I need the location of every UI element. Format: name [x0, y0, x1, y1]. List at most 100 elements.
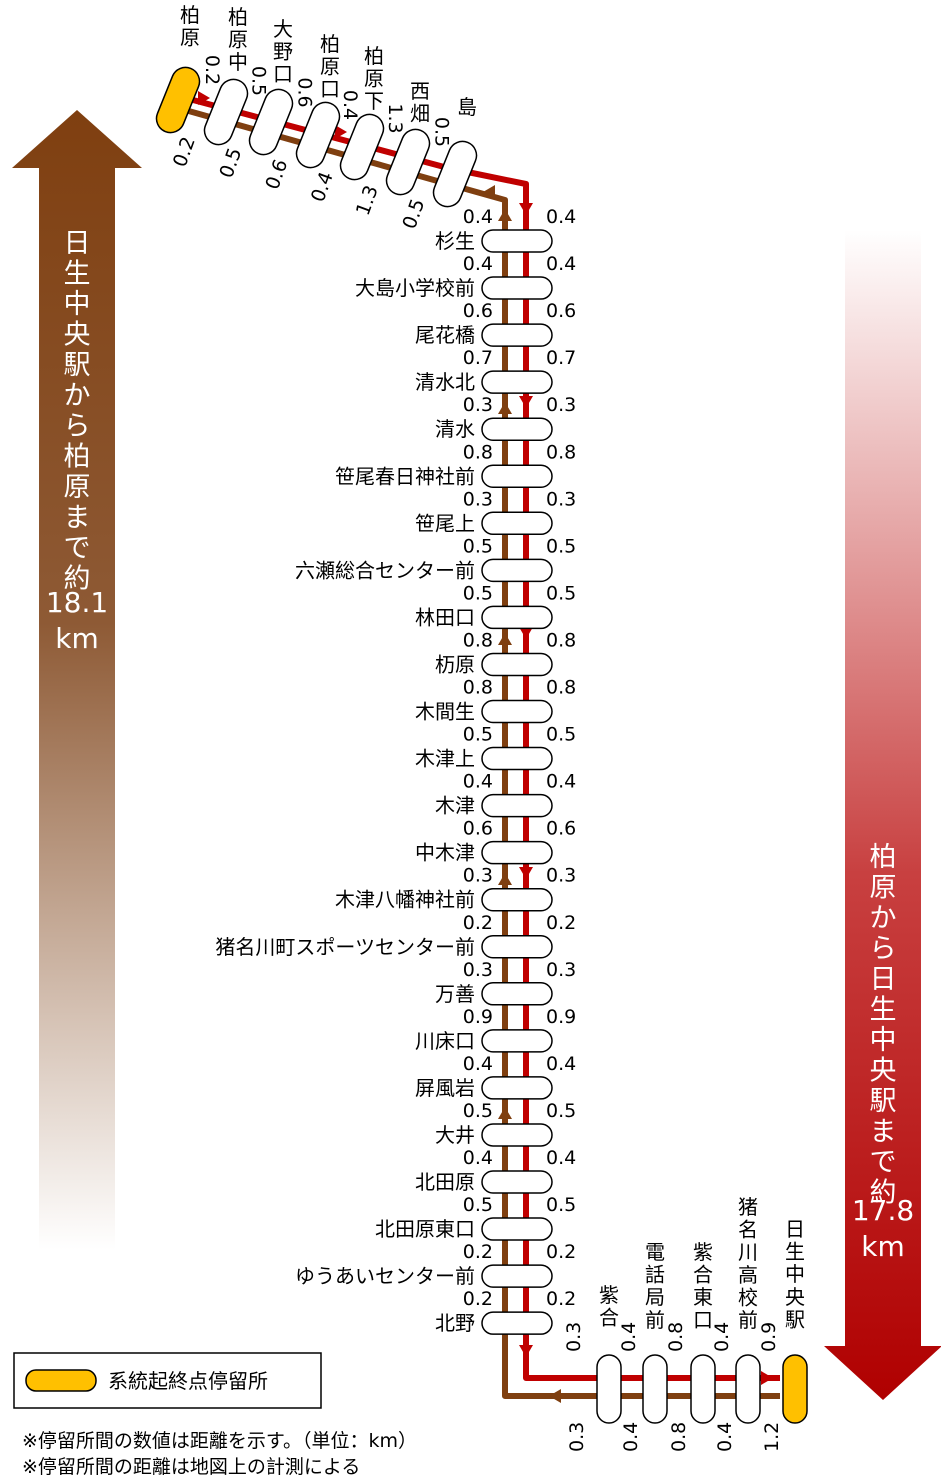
stop-label: 柏原 — [180, 3, 200, 50]
stop-marker — [481, 323, 553, 347]
legend-label: 系統起終点停留所 — [108, 1369, 268, 1393]
inbound-total-arrow: 18.1 km 日生中央駅から柏原まで約 — [12, 110, 142, 1250]
inbound-arrow-shape — [12, 110, 142, 1250]
stop-label: 笹尾上 — [415, 511, 475, 535]
inbound-arrow-text: 日生中央駅から柏原まで約 — [64, 228, 91, 595]
stop-label: 柏原口 — [320, 32, 340, 101]
distance-label: 0.3 — [463, 959, 493, 981]
distance-label: 0.6 — [463, 300, 493, 322]
stop-label: 日生中央駅 — [785, 1217, 805, 1331]
stop-label: 杤原 — [435, 652, 475, 676]
outbound-direction-arrow — [519, 627, 533, 639]
outbound-direction-arrow — [335, 125, 347, 139]
stop-label: 大島小学校前 — [355, 276, 475, 300]
stop-label: 木津上 — [415, 747, 475, 771]
lower-segment: 紫合 電話局前 紫合東口 猪名川高校前 日生中央駅 0.3 0.4 0.8 0.4 0.9 0.3 0… — [563, 1195, 808, 1452]
distance-label: 1.3 — [352, 182, 383, 218]
stop-marker — [203, 78, 249, 146]
distance-label: 0.4 — [463, 1147, 493, 1169]
stop-label: 屏風岩 — [415, 1076, 475, 1100]
stop-marker — [248, 88, 294, 156]
distance-label: 0.3 — [546, 865, 576, 887]
stop-label: 木間生 — [415, 700, 475, 724]
stop-pill — [155, 66, 201, 134]
distance-label: 0.7 — [463, 347, 493, 369]
inbound-direction-arrow — [549, 1389, 561, 1403]
stop-marker — [481, 935, 553, 959]
stop-marker — [481, 511, 553, 536]
legend: 系統起終点停留所 — [13, 1352, 322, 1409]
stop-marker — [481, 1076, 553, 1100]
stop-marker — [481, 1311, 553, 1335]
stop-label: 清水 — [435, 417, 475, 441]
stop-marker — [481, 1264, 553, 1288]
stop-label: 大井 — [435, 1123, 475, 1147]
outbound-arrow-text: 柏原から日生中央駅まで約 — [870, 842, 897, 1209]
distance-label: 0.6 — [546, 818, 576, 840]
stop-marker — [481, 793, 553, 818]
stop-marker — [481, 1170, 553, 1194]
stop-label: 尾花橋 — [415, 323, 475, 347]
distance-label: 0.4 — [463, 1053, 493, 1075]
distance-label: 0.5 — [463, 1100, 493, 1122]
note-distance-source: ※停留所間の距離は地図上の計測による — [22, 1456, 361, 1478]
distance-label: 0.2 — [546, 1241, 576, 1263]
distance-label: 0.2 — [546, 1288, 576, 1310]
stop-marker — [339, 113, 385, 181]
stop-label: 猪名川町スポーツセンター前 — [215, 935, 475, 959]
stop-label: 木津 — [435, 794, 475, 818]
stop-marker — [481, 1029, 553, 1053]
stop-label: 杉生 — [435, 229, 475, 253]
distance-label: 0.4 — [546, 1147, 576, 1169]
outbound-direction-arrow — [519, 867, 533, 879]
distance-label: 0.3 — [463, 488, 493, 510]
distance-label: 0.5 — [546, 1194, 576, 1216]
outbound-arrow-distance: 17.8 — [852, 1194, 914, 1227]
stop-label: 川床口 — [415, 1029, 475, 1053]
outbound-direction-arrow — [519, 396, 533, 408]
note-distance-values: ※停留所間の数値は距離を示す。（単位：km） — [22, 1430, 418, 1452]
distance-label: 0.5 — [463, 582, 493, 604]
stop-label: 柏原下 — [364, 44, 384, 113]
stop-label: 猪名川高校前 — [738, 1195, 758, 1332]
stop-pill — [295, 101, 341, 169]
stop-label: 万善 — [435, 982, 475, 1006]
main-segment: 杉生大島小学校前尾花橋清水北清水笹尾春日神社前笹尾上六瀬総合センター前林田口杤原… — [215, 206, 576, 1335]
stop-label: 紫合 — [599, 1283, 619, 1330]
distance-label: 0.6 — [294, 77, 316, 107]
distance-label: 0.5 — [463, 535, 493, 557]
distance-label: 0.4 — [711, 1322, 733, 1352]
stop-pill — [432, 140, 478, 208]
stop-label: 大野口 — [273, 17, 293, 86]
distance-label: 0.2 — [169, 134, 200, 170]
distance-label: 0.3 — [546, 959, 576, 981]
inbound-direction-arrow — [498, 209, 512, 221]
outbound-arrow-shape — [824, 230, 941, 1400]
distance-label: 0.2 — [463, 1288, 493, 1310]
outbound-total-arrow: 17.8 km 柏原から日生中央駅まで約 — [824, 230, 941, 1400]
distance-label: 0.7 — [546, 347, 576, 369]
stop-label: 中木津 — [415, 841, 475, 865]
distance-label: 0.5 — [546, 1100, 576, 1122]
terminal-stop-marker — [155, 66, 201, 134]
distance-label: 0.6 — [261, 156, 292, 192]
stop-label: 北田原東口 — [375, 1217, 475, 1241]
distance-label: 0.4 — [546, 206, 576, 228]
stop-label: ゆうあいセンター前 — [295, 1264, 475, 1288]
stop-marker — [481, 276, 553, 300]
stop-label: 西畑 — [410, 79, 430, 126]
legend-terminal-swatch — [25, 1369, 97, 1392]
distance-label: 0.3 — [546, 488, 576, 510]
inbound-direction-arrow — [498, 633, 512, 645]
distance-label: 0.3 — [546, 394, 576, 416]
distance-label: 0.6 — [546, 300, 576, 322]
stop-pill — [385, 128, 431, 196]
distance-label: 0.5 — [463, 1194, 493, 1216]
distance-label: 0.8 — [546, 629, 576, 651]
distance-label: 0.4 — [620, 1422, 642, 1452]
distance-label: 0.3 — [563, 1322, 585, 1352]
outbound-direction-arrow — [519, 203, 533, 215]
stop-marker — [690, 1354, 716, 1424]
distance-label: 0.8 — [668, 1422, 690, 1452]
